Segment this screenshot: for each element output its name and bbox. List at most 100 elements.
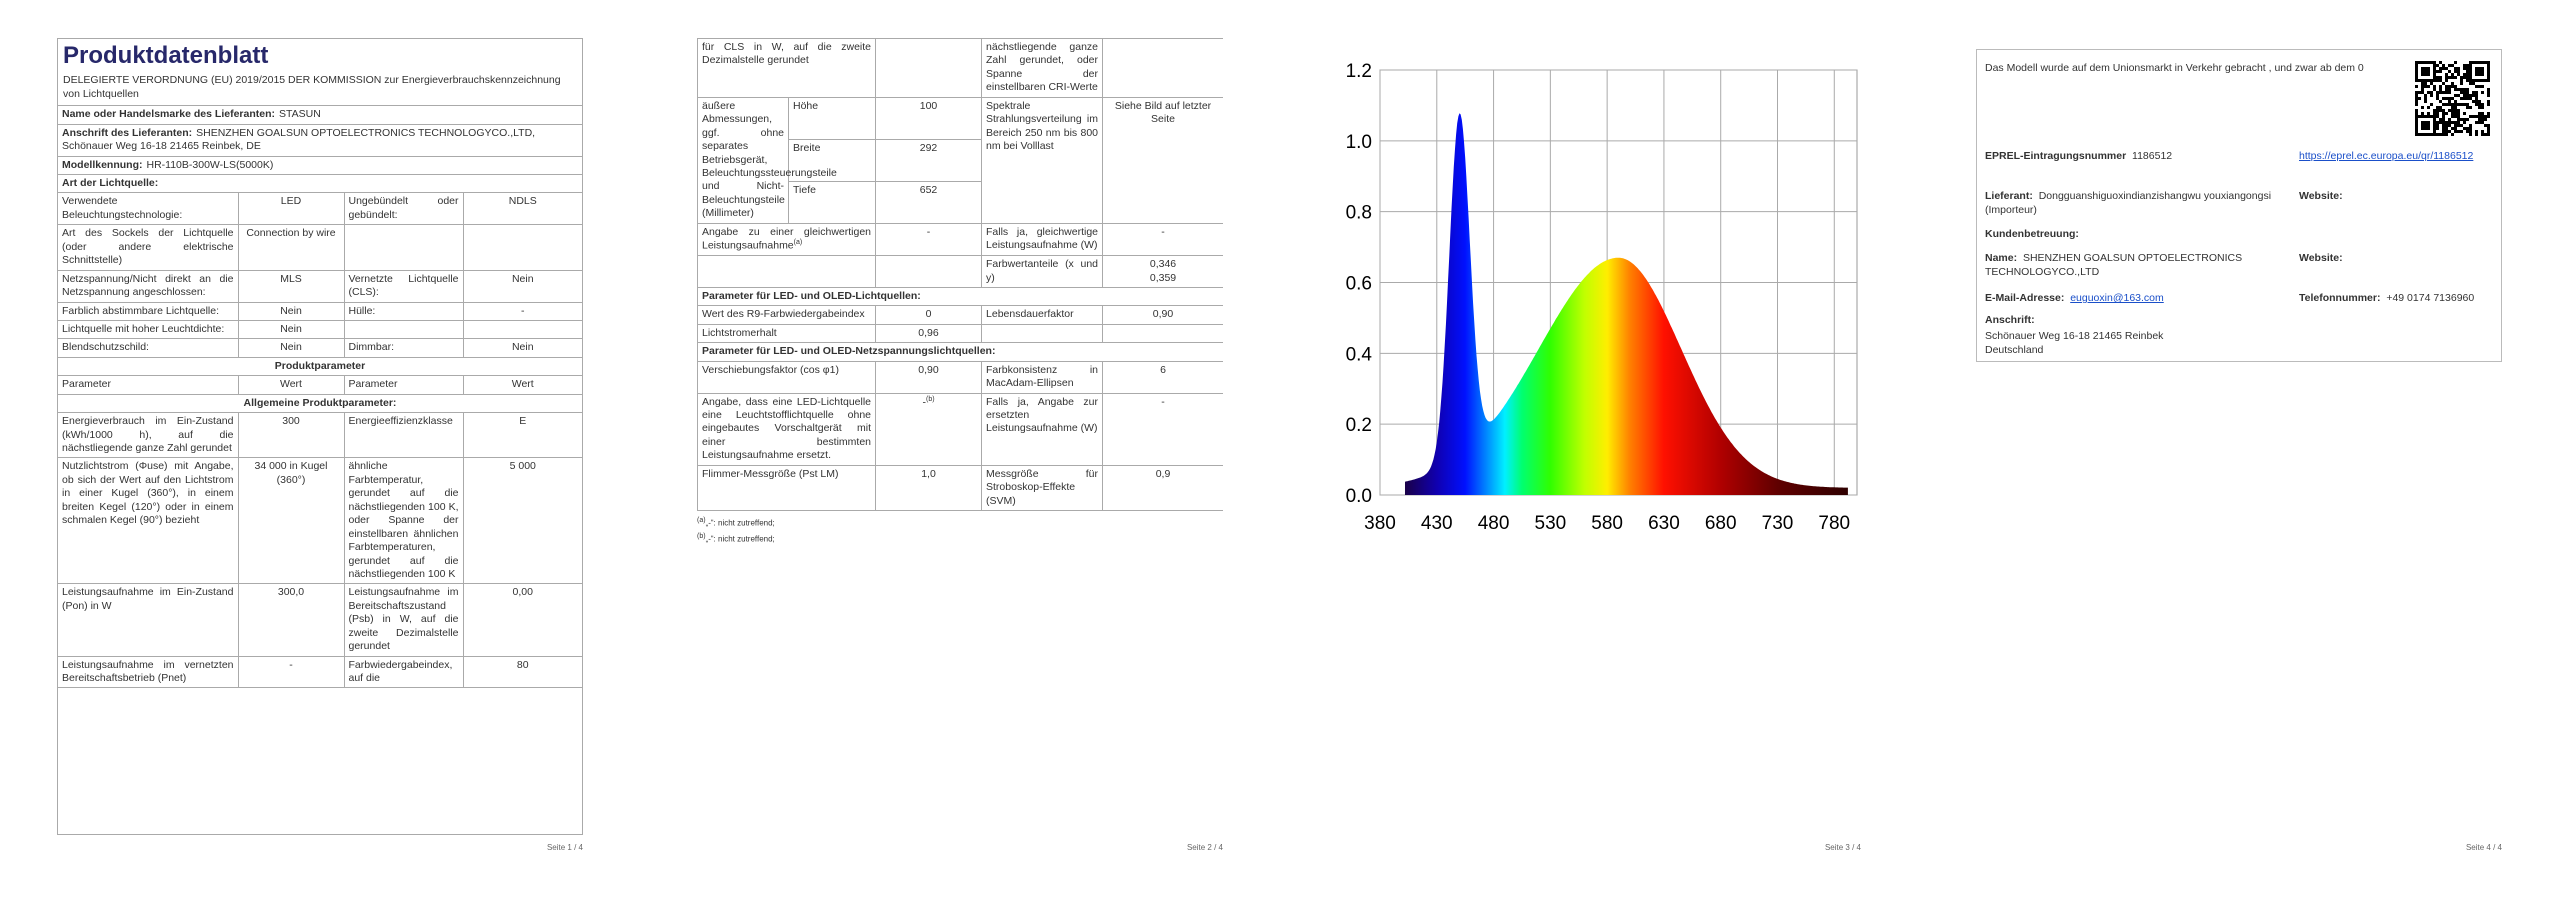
cell-text: - — [922, 396, 926, 409]
row: Blendschutzschild: Nein Dimmbar: Nein — [58, 338, 582, 358]
qr-module — [2478, 121, 2481, 124]
qr-module — [2472, 115, 2475, 118]
qr-module — [2451, 109, 2454, 112]
qr-module — [2421, 124, 2424, 127]
qr-module — [2433, 76, 2436, 79]
qr-module — [2445, 103, 2448, 106]
supplier-row: Lieferant: Dongguanshiguoxindianzishangw… — [1985, 190, 2285, 217]
y-tick-label: 1.0 — [1346, 132, 1372, 153]
qr-code — [2415, 61, 2490, 136]
qr-module — [2439, 91, 2442, 94]
cell: 1,0 — [875, 464, 983, 512]
qr-module — [2466, 76, 2469, 79]
qr-module — [2424, 100, 2427, 103]
cell: 0,90 — [1102, 305, 1223, 325]
qr-module — [2481, 73, 2484, 76]
row: Lichtquelle mit hoher Leuchtdichte: Nein — [58, 319, 582, 340]
footnote-mark: (a) — [697, 517, 706, 525]
qr-module — [2430, 94, 2433, 97]
qr-module — [2475, 73, 2478, 76]
cell: Nein — [462, 269, 582, 303]
page-number: Seite 4 / 4 — [2465, 843, 2502, 852]
value: Dongguanshiguoxindianzishangwu youxiango… — [1985, 190, 2272, 216]
row: Farbwertanteile (x und y) 0,346 0,359 — [697, 255, 1223, 288]
qr-module — [2433, 61, 2436, 64]
cell: Verwendete Beleuchtungstechnologie: — [58, 192, 239, 226]
qr-module — [2454, 106, 2457, 109]
qr-module — [2475, 61, 2478, 64]
qr-module — [2439, 70, 2442, 73]
qr-module — [2415, 64, 2418, 67]
row: Verschiebungsfaktor (cos φ1) 0,90 Farbkons… — [697, 360, 1223, 394]
qr-module — [2478, 73, 2481, 76]
qr-module — [2460, 79, 2463, 82]
eprel-link[interactable]: https://eprel.ec.europa.eu/qr/1186512 — [2299, 150, 2474, 162]
qr-module — [2439, 79, 2442, 82]
qr-module — [2481, 121, 2484, 124]
qr-module — [2475, 67, 2478, 70]
cell: Lebensdauerfaktor — [981, 305, 1104, 325]
qr-module — [2484, 118, 2487, 121]
qr-module — [2451, 85, 2454, 88]
cell: Netzspannung/Nicht direkt an die Netzspa… — [58, 269, 239, 303]
qr-module — [2451, 112, 2454, 115]
value: STASUN — [279, 108, 321, 121]
qr-module — [2433, 115, 2436, 118]
x-tick-label: 630 — [1648, 513, 1680, 534]
qr-module — [2457, 112, 2460, 115]
value: SHENZHEN GOALSUN OPTOELECTRONICS TECHNOL… — [62, 126, 536, 153]
qr-module — [2427, 121, 2430, 124]
qr-module — [2457, 67, 2460, 70]
qr-module — [2424, 85, 2427, 88]
cell: Siehe Bild auf letzter Seite — [1102, 96, 1223, 224]
qr-module — [2448, 130, 2451, 133]
qr-module — [2463, 97, 2466, 100]
email-link[interactable]: euguoxin@163.com — [2070, 292, 2164, 304]
qr-module — [2463, 76, 2466, 79]
qr-module — [2415, 67, 2418, 70]
qr-module — [2442, 118, 2445, 121]
qr-module — [2460, 124, 2463, 127]
qr-module — [2427, 91, 2430, 94]
cell: Nein — [237, 301, 345, 321]
qr-module — [2427, 127, 2430, 130]
qr-module — [2472, 94, 2475, 97]
qr-module — [2454, 85, 2457, 88]
qr-module — [2445, 133, 2448, 136]
dim-value: 652 — [875, 180, 983, 224]
qr-module — [2475, 79, 2478, 82]
y-tick-label: 0.2 — [1346, 415, 1372, 436]
qr-module — [2415, 97, 2418, 100]
cell — [343, 319, 464, 340]
qr-module — [2478, 103, 2481, 106]
qr-module — [2487, 130, 2490, 133]
qr-module — [2454, 130, 2457, 133]
qr-module — [2484, 124, 2487, 127]
qr-module — [2445, 91, 2448, 94]
row: Art des Sockels der Lichtquelle (oder an… — [58, 224, 582, 271]
dim-label: Höhe — [787, 96, 877, 140]
qr-module — [2436, 109, 2439, 112]
label: Website: — [2299, 190, 2343, 202]
qr-module — [2481, 91, 2484, 94]
qr-module — [2466, 79, 2469, 82]
cell: Vernetzte Lichtquelle (CLS): — [343, 269, 464, 303]
x-tick-label: 380 — [1364, 513, 1396, 534]
eprel-box: Das Modell wurde auf dem Unionsmarkt in … — [1976, 49, 2502, 362]
qr-module — [2478, 112, 2481, 115]
qr-module — [2433, 88, 2436, 91]
name-row: Name: SHENZHEN GOALSUN OPTOELECTRONICS T… — [1985, 252, 2285, 279]
qr-module — [2469, 79, 2472, 82]
cell — [1102, 38, 1223, 98]
field-row: Modellkennung: HR-110B-300W-LS(5000K) — [58, 155, 582, 176]
qr-module — [2427, 79, 2430, 82]
qr-module — [2481, 112, 2484, 115]
qr-module — [2421, 61, 2424, 64]
qr-module — [2487, 79, 2490, 82]
dim-value: 292 — [875, 138, 983, 182]
qr-module — [2433, 130, 2436, 133]
value: +49 0174 7136960 — [2386, 292, 2475, 304]
qr-module — [2487, 133, 2490, 136]
qr-module — [2487, 94, 2490, 97]
qr-module — [2421, 133, 2424, 136]
